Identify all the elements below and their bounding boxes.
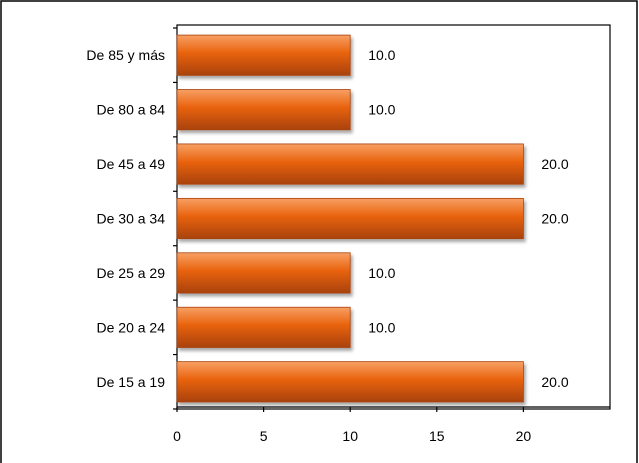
bars-group [176, 34, 524, 403]
x-tick-label: 15 [429, 428, 445, 444]
x-tick-label: 0 [173, 428, 181, 444]
bar [176, 361, 524, 403]
bar [176, 89, 351, 131]
bar [176, 143, 524, 185]
data-label: 10.0 [368, 102, 395, 118]
category-label: De 45 a 49 [97, 156, 166, 172]
labels-group: De 85 y más 10.0 De 80 a 84 10.0 De 45 a 49 2… [86, 47, 568, 444]
category-label: De 20 a 24 [97, 319, 166, 335]
category-label: De 15 a 19 [97, 374, 166, 390]
x-tick-label: 10 [342, 428, 358, 444]
bar [176, 34, 351, 76]
x-tick-label: 20 [516, 428, 532, 444]
data-label: 10.0 [368, 47, 395, 63]
data-label: 10.0 [368, 319, 395, 335]
bar [176, 197, 524, 240]
x-tick-label: 5 [260, 428, 268, 444]
data-label: 10.0 [368, 265, 395, 281]
data-label: 20.0 [541, 211, 568, 227]
category-label: De 25 a 29 [97, 265, 166, 281]
category-label: De 80 a 84 [97, 102, 166, 118]
data-label: 20.0 [541, 156, 568, 172]
axes-group [173, 27, 610, 412]
bar [176, 306, 351, 348]
category-label: De 30 a 34 [97, 211, 166, 227]
bar [176, 252, 351, 294]
category-label: De 85 y más [86, 47, 165, 63]
data-label: 20.0 [541, 374, 568, 390]
